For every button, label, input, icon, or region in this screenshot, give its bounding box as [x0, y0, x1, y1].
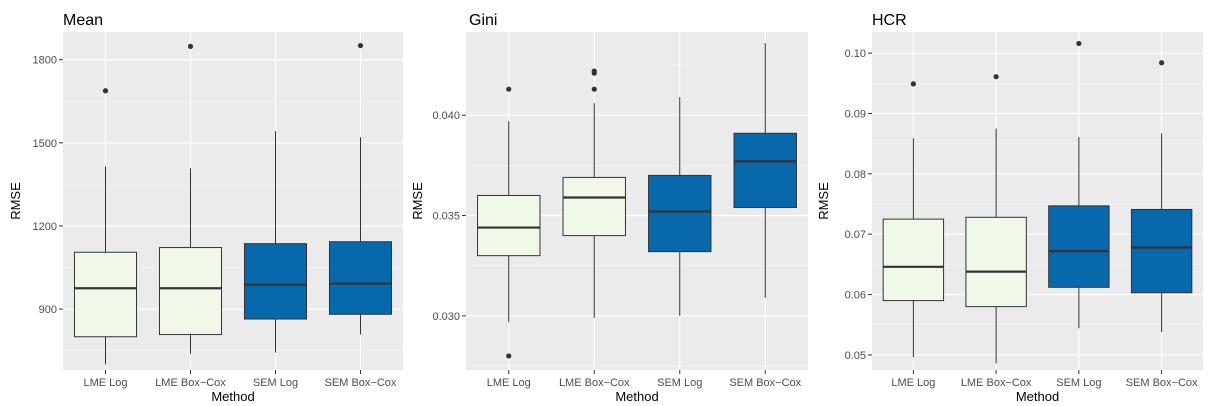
box-sem-log	[1048, 40, 1110, 329]
box-lme-log	[882, 81, 945, 358]
panel-gini: 0.030 0.035 0.040 LME Log LME Box−Cox SEM Log…	[410, 12, 808, 404]
x-tick-label: SEM Log	[1056, 377, 1101, 389]
y-axis-title: RMSE	[816, 182, 831, 220]
iqr-box	[562, 176, 626, 237]
y-tick-label: 1800	[33, 55, 57, 67]
outlier-point	[506, 353, 512, 359]
y-axis-title: RMSE	[8, 182, 23, 220]
iqr-box	[965, 216, 1027, 308]
y-tick-label: 0.09	[845, 108, 866, 120]
y-axis-title: RMSE	[410, 182, 425, 220]
panel-mean: 900 1200 1500 1800 LME Log LME Box−Cox SEM Log…	[8, 12, 403, 404]
box-lme-box-cox	[158, 43, 223, 354]
box-sem-box-cox	[328, 42, 393, 335]
panel-title: Mean	[63, 12, 103, 29]
box-lme-log	[477, 86, 541, 359]
outlier-point	[357, 42, 364, 49]
outlier-point	[591, 86, 597, 92]
x-tick-label: LME Log	[83, 377, 127, 389]
panel-title: Gini	[469, 12, 497, 29]
y-tick-label: 0.030	[432, 311, 460, 323]
y-tick-label: 0.040	[432, 110, 460, 122]
x-tick-label: SEM Log	[253, 377, 298, 389]
box-sem-log	[243, 131, 308, 353]
outlier-point	[187, 43, 194, 50]
y-tick-label: 0.08	[845, 169, 866, 181]
iqr-box	[158, 247, 223, 336]
iqr-box	[73, 251, 138, 338]
x-tick-label: LME Log	[487, 377, 531, 389]
panel-title: HCR	[872, 12, 907, 29]
y-tick-label: 1500	[33, 138, 57, 150]
iqr-box	[648, 174, 712, 253]
panel-hcr: 0.05 0.06 0.07 0.08 0.09 0.10 LME Log LME Box−C…	[816, 12, 1203, 404]
box-lme-box-cox	[562, 68, 626, 318]
x-tick-label: SEM Box−Cox	[325, 377, 397, 389]
y-tick-label: 0.10	[845, 48, 866, 60]
iqr-box	[477, 194, 541, 257]
outlier-point	[1076, 40, 1082, 47]
x-tick-label: LME Log	[891, 377, 935, 389]
iqr-box	[1130, 208, 1193, 294]
x-tick-label: SEM Log	[657, 377, 702, 389]
outlier-point	[591, 68, 597, 74]
outlier-point	[993, 74, 999, 80]
outlier-point	[910, 81, 916, 87]
outlier-point	[506, 86, 512, 92]
x-tick-label: SEM Box−Cox	[729, 377, 801, 389]
box-sem-box-cox	[733, 43, 797, 298]
outlier-point	[1159, 60, 1165, 66]
iqr-box	[733, 132, 797, 209]
x-axis-title: Method	[615, 389, 658, 404]
x-tick-label: SEM Box−Cox	[1126, 377, 1198, 389]
iqr-box	[328, 241, 393, 315]
box-sem-log	[648, 97, 712, 316]
x-tick-label: LME Box−Cox	[559, 377, 630, 389]
box-lme-box-cox	[965, 74, 1027, 364]
y-tick-label: 0.07	[845, 229, 866, 241]
y-tick-label: 1200	[33, 221, 57, 233]
y-tick-label: 900	[39, 304, 57, 316]
y-tick-label: 0.035	[432, 211, 460, 223]
x-axis-title: Method	[211, 389, 254, 404]
outlier-point	[102, 88, 109, 94]
x-axis-title: Method	[1016, 389, 1059, 404]
iqr-box	[1048, 205, 1110, 288]
iqr-box	[882, 218, 945, 302]
box-sem-box-cox	[1130, 60, 1193, 332]
x-tick-label: LME Box−Cox	[155, 377, 226, 389]
y-tick-label: 0.06	[845, 290, 866, 302]
box-lme-log	[73, 88, 138, 365]
panel-background	[872, 32, 1203, 370]
x-tick-label: LME Box−Cox	[961, 377, 1032, 389]
y-tick-label: 0.05	[845, 350, 866, 362]
iqr-box	[243, 243, 308, 320]
